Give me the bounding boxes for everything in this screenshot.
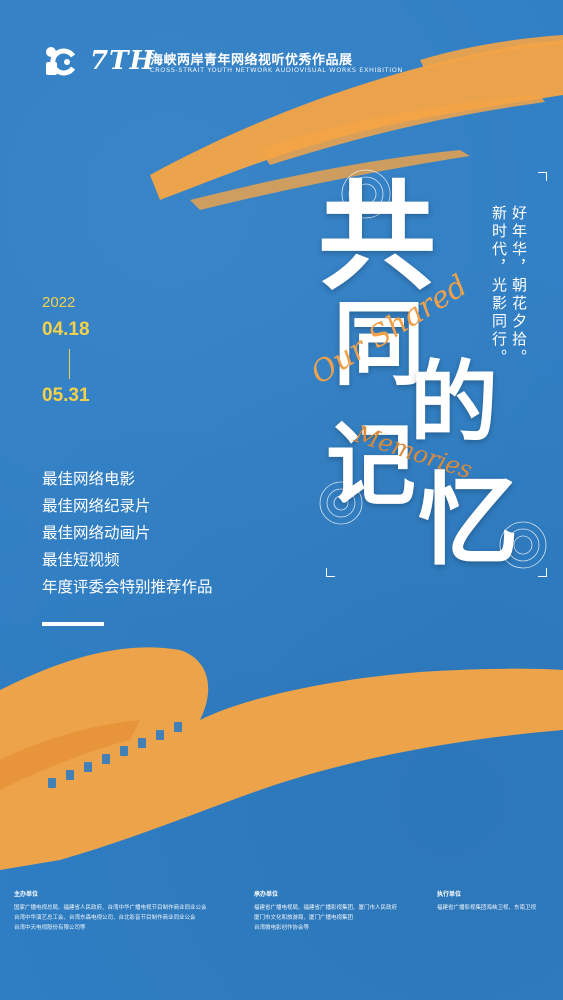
title-char-1: 共 — [318, 167, 437, 306]
ring-decoration-top — [341, 169, 391, 219]
poem-line-2: 新时代，光影同行。 — [490, 205, 508, 367]
footer-host-line: 台湾中天电视股份有限公司等 — [14, 925, 86, 931]
footer-organizer-section: 承办单位 福建省广播电视局、福建省广播影视集团、厦门市人民政府 厦门市文化和旅游… — [254, 890, 397, 933]
date-divider — [69, 349, 70, 379]
category-underline — [42, 622, 104, 626]
footer-executor-section: 执行单位 福建省广播影视集团海峡卫视、东南卫视 — [437, 890, 536, 913]
footer-host-line: 台湾中华演艺总工会、台湾东森电视公司、台北影音节目制作商业同业公会 — [14, 915, 196, 921]
title-char-5: 忆 — [418, 461, 518, 579]
footer-executor-line: 福建省广播影视集团海峡卫视、东南卫视 — [437, 905, 537, 911]
footer-organizer-line: 福建省广播电视局、福建省广播影视集团、厦门市人民政府 — [254, 905, 398, 911]
ring-decoration-mid — [319, 481, 363, 525]
footer-organizer-title: 承办单位 — [254, 891, 279, 898]
title-char-3: 的 — [410, 350, 499, 454]
footer-executor-title: 执行单位 — [437, 891, 462, 898]
film-perforations — [48, 722, 182, 788]
ring-decoration-bottom — [499, 521, 547, 569]
corner-bracket-bottom-right — [538, 568, 547, 577]
edition-label: 7TH — [90, 46, 156, 76]
footer-organizer-line: 台湾微电影创作协会等 — [254, 925, 310, 931]
start-date: 04.18 — [42, 319, 90, 340]
end-date: 05.31 — [42, 385, 90, 406]
poem-line-1: 好年华，朝花夕拾。 — [510, 205, 528, 367]
award-category: 最佳网络动画片 — [42, 524, 151, 542]
year-label: 2022 — [42, 294, 76, 311]
award-category: 最佳网络纪录片 — [42, 497, 151, 515]
title-char-4: 记 — [326, 412, 416, 518]
event-subtitle: CROSS-STRAIT YOUTH NETWORK AUDIOVISUAL W… — [150, 66, 403, 74]
award-category: 最佳短视频 — [42, 551, 120, 569]
footer-organizer-line: 厦门市文化和旅游局、厦门广播电视集团 — [254, 915, 354, 921]
event-title: 海峡两岸青年网络视听优秀作品展 — [150, 53, 353, 68]
top-brush-stroke — [150, 35, 563, 210]
footer-host-line: 国家广播电视总局、福建省人民政府、台湾中华广播电视节目制作商业同业公会 — [14, 905, 207, 911]
award-category: 最佳网络电影 — [42, 470, 136, 488]
footer-host-title: 主办单位 — [14, 891, 39, 898]
bottom-brush-stroke — [0, 647, 563, 870]
corner-bracket-top-right — [538, 172, 547, 181]
award-category-list: 最佳网络电影 最佳网络纪录片 最佳网络动画片 最佳短视频 年度评委会特别推荐作品 — [42, 466, 213, 601]
award-category: 年度评委会特别推荐作品 — [42, 578, 213, 596]
logo-icon — [46, 47, 76, 76]
footer-host-section: 主办单位 国家广播电视总局、福建省人民政府、台湾中华广播电视节目制作商业同业公会… — [14, 890, 207, 933]
corner-bracket-bottom-left — [326, 568, 335, 577]
title-char-2: 同 — [333, 290, 426, 398]
